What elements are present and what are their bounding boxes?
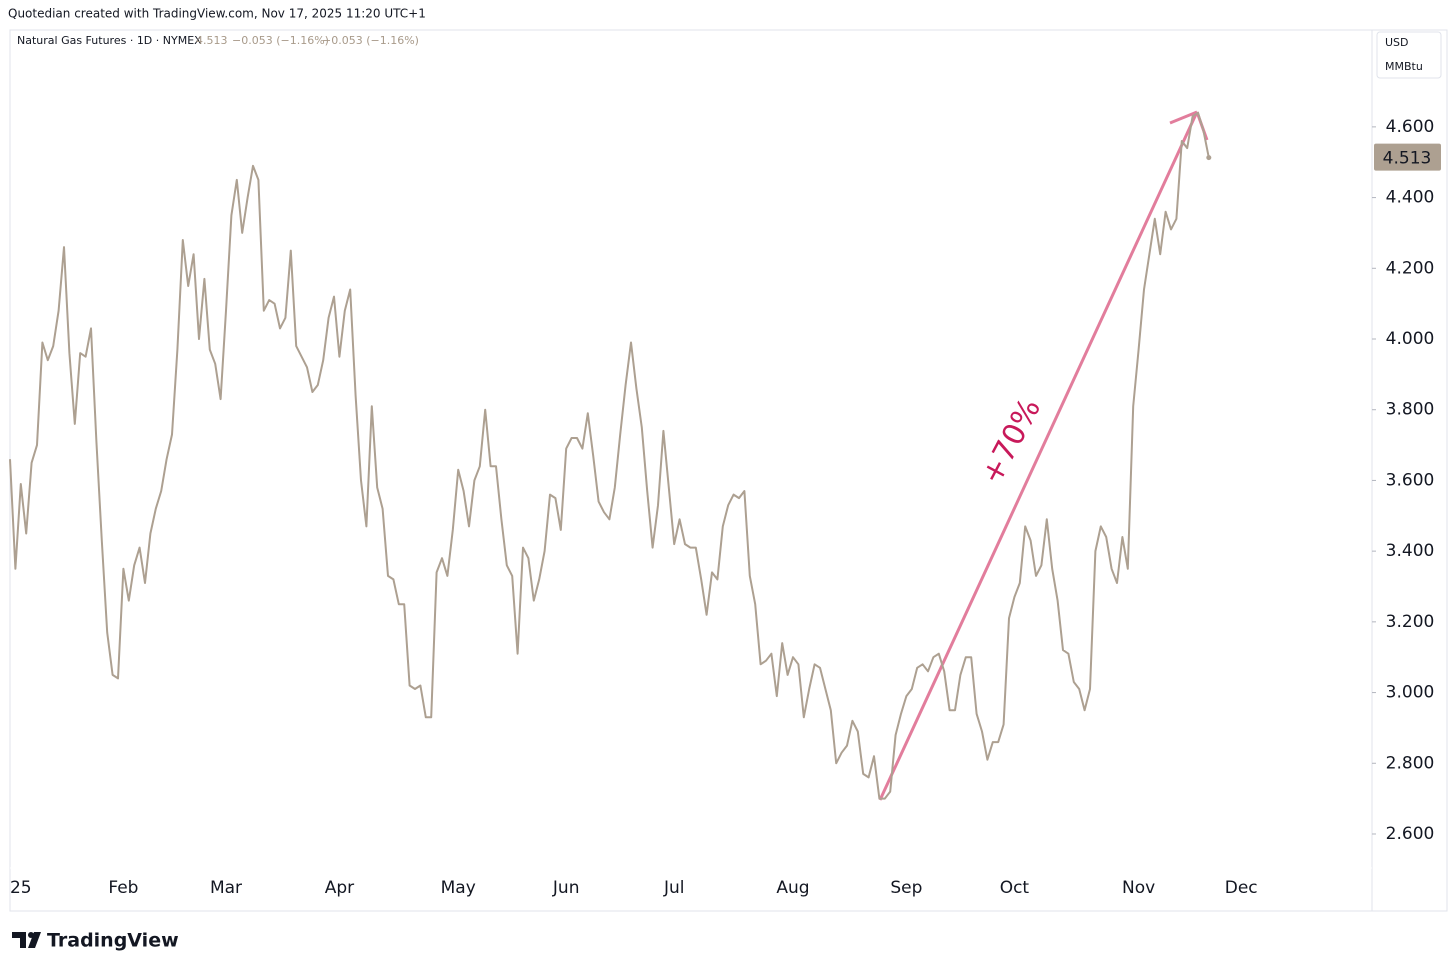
price-line — [9, 111, 1210, 800]
arrow-line — [878, 111, 1199, 801]
x-tick-label: Jun — [552, 878, 580, 898]
y-tick-label: 3.200 — [1386, 612, 1435, 632]
legend-price: 4.513 — [196, 34, 228, 47]
x-tick-label: Aug — [776, 878, 809, 898]
x-tick-label: Feb — [108, 878, 138, 898]
chart-title: Natural Gas Futures · 1D · NYMEX — [17, 34, 202, 47]
price-badge — [1374, 143, 1441, 171]
price-badge-label: 4.513 — [1383, 149, 1432, 169]
y-tick-label: 2.800 — [1386, 753, 1435, 773]
arrow-head — [1169, 110, 1198, 125]
currency: USD — [1385, 36, 1409, 49]
y-tick-label: 3.400 — [1386, 541, 1435, 561]
x-tick-label: May — [441, 878, 476, 898]
x-tick-label: Apr — [325, 878, 354, 898]
y-tick-label: 3.800 — [1386, 400, 1435, 420]
y-tick-label: 4.000 — [1386, 329, 1435, 349]
x-tick-label: 25 — [10, 878, 32, 898]
y-tick-label: 4.600 — [1386, 117, 1435, 137]
y-tick-label: 2.600 — [1386, 824, 1435, 844]
logo: TradingView — [12, 930, 179, 952]
y-tick-label: 4.400 — [1386, 188, 1435, 208]
header: Quotedian created with TradingView.com, … — [8, 7, 426, 21]
legend-change: −0.053 (−1.16%) — [322, 34, 419, 47]
x-tick-label: Dec — [1225, 878, 1258, 898]
legend-change: −0.053 (−1.16%) — [232, 34, 329, 47]
x-tick-label: Mar — [210, 878, 242, 898]
y-tick-label: 4.200 — [1386, 258, 1435, 278]
unit: MMBtu — [1385, 60, 1423, 73]
x-tick-label: Oct — [1000, 878, 1030, 898]
x-tick-label: Sep — [890, 878, 922, 898]
y-tick-label: 3.000 — [1386, 683, 1435, 703]
x-tick-label: Nov — [1122, 878, 1155, 898]
y-tick-label: 3.600 — [1386, 470, 1435, 490]
x-tick-label: Jul — [663, 878, 685, 898]
logo-dot — [28, 932, 34, 938]
unit-box — [1376, 31, 1442, 79]
last-point — [1206, 155, 1212, 161]
footer: TradingView — [47, 930, 179, 952]
